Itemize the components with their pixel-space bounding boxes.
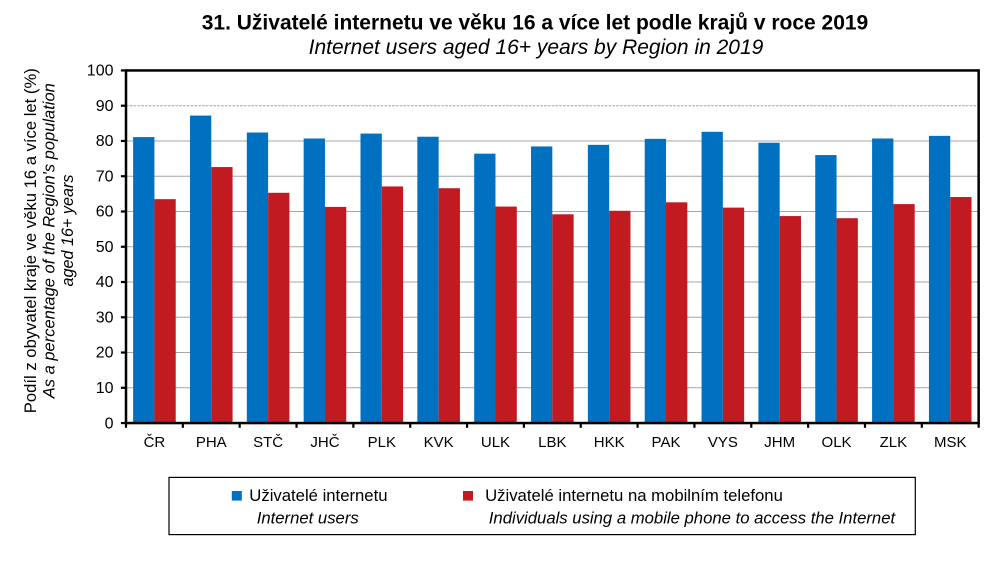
svg-text:30: 30: [96, 309, 114, 326]
svg-text:VYS: VYS: [708, 434, 738, 451]
svg-text:70: 70: [96, 168, 114, 185]
svg-text:PLK: PLK: [368, 434, 396, 451]
svg-text:ZLK: ZLK: [880, 434, 908, 451]
svg-text:JHM: JHM: [764, 434, 795, 451]
svg-text:As a percentage of the Region': As a percentage of the Region's populati…: [41, 83, 59, 399]
svg-text:20: 20: [96, 345, 114, 362]
svg-text:Uživatelé internetu na mobilní: Uživatelé internetu na mobilním telefonu: [485, 486, 783, 505]
svg-text:50: 50: [96, 239, 114, 256]
svg-text:10: 10: [96, 380, 114, 397]
svg-text:Internet users: Internet users: [257, 509, 359, 528]
svg-text:Internet users aged 16+ years: Internet users aged 16+ years by Region …: [309, 36, 764, 59]
svg-text:60: 60: [96, 204, 114, 221]
svg-text:STČ: STČ: [253, 434, 283, 451]
svg-text:100: 100: [87, 63, 114, 80]
svg-text:90: 90: [96, 98, 114, 115]
svg-text:KVK: KVK: [424, 434, 454, 451]
svg-text:HKK: HKK: [594, 434, 625, 451]
svg-text:aged 16+ years: aged 16+ years: [59, 174, 77, 286]
svg-text:LBK: LBK: [538, 434, 566, 451]
svg-text:Individuals using a mobile pho: Individuals using a mobile phone to acce…: [489, 509, 897, 528]
svg-text:Podíl z obyvatel kraje ve věku: Podíl z obyvatel kraje ve věku 16 a více…: [21, 68, 40, 413]
svg-text:80: 80: [96, 133, 114, 150]
svg-text:ČR: ČR: [144, 434, 166, 451]
svg-text:Uživatelé internetu: Uživatelé internetu: [249, 486, 387, 505]
svg-text:PAK: PAK: [652, 434, 681, 451]
svg-text:31. Uživatelé internetu ve věk: 31. Uživatelé internetu ve věku 16 a víc…: [202, 12, 869, 35]
svg-text:40: 40: [96, 274, 114, 291]
svg-text:JHČ: JHČ: [310, 434, 339, 451]
svg-text:0: 0: [105, 415, 114, 432]
svg-text:ULK: ULK: [481, 434, 510, 451]
svg-text:PHA: PHA: [196, 434, 227, 451]
svg-text:MSK: MSK: [934, 434, 967, 451]
svg-text:OLK: OLK: [822, 434, 852, 451]
